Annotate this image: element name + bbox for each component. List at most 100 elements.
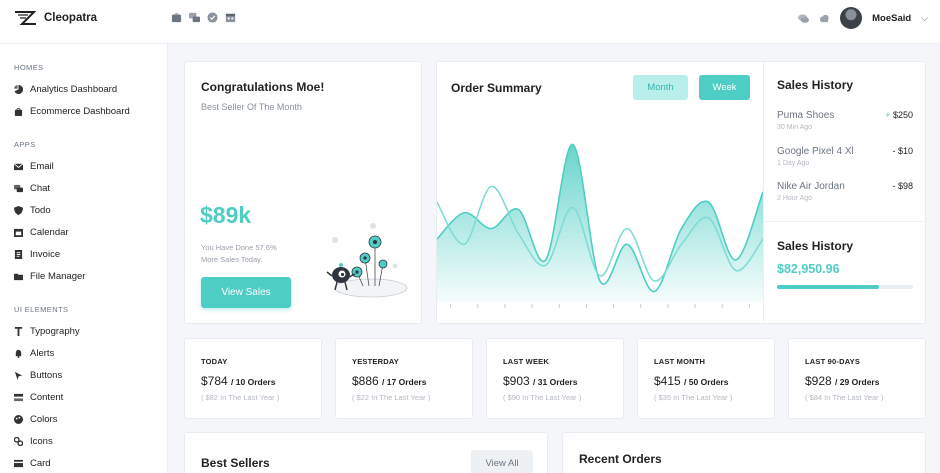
text-icon	[14, 327, 23, 336]
pie-chart-icon	[14, 85, 23, 94]
sidebar-section-ui-elements: UI ELEMENTS	[14, 305, 69, 314]
stat-sub: ( $84 In The Last Year )	[805, 393, 884, 402]
sidebar-item-analytics-dashboard[interactable]: Analytics Dashboard	[14, 84, 117, 95]
sidebar-item-label: Ecommerce Dashboard	[30, 106, 130, 117]
sidebar-item-label: Todo	[30, 205, 51, 216]
sidebar-item-todo[interactable]: Todo	[14, 205, 51, 216]
sales-item-amount-value: $10	[897, 146, 913, 156]
sales-item-amount: - $98	[892, 181, 913, 191]
palette-icon	[14, 415, 23, 424]
sidebar-item-label: Calendar	[30, 227, 69, 238]
sidebar-item-label: File Manager	[30, 271, 86, 282]
sidebar-item-invoice[interactable]: Invoice	[14, 249, 60, 260]
stat-sub: ( $82 In The Last Year )	[201, 393, 280, 402]
sidebar-item-file-manager[interactable]: File Manager	[14, 271, 85, 282]
sidebar-item-ecommerce-dashboard[interactable]: Ecommerce Dashboard	[14, 106, 130, 117]
view-sales-button[interactable]: View Sales	[201, 277, 291, 308]
stat-value: $415 / 50 Orders	[654, 374, 728, 388]
top-bar: Cleopatra MoeSaid ⌵	[0, 0, 940, 44]
sidebar-item-email[interactable]: Email	[14, 161, 54, 172]
sidebar-item-alerts[interactable]: Alerts	[14, 348, 54, 359]
sidebar-item-label: Buttons	[30, 370, 63, 381]
sales-history-title: Sales History	[777, 78, 854, 92]
stat-label: LAST 90-DAYS	[805, 357, 861, 366]
brand[interactable]: Cleopatra	[14, 10, 97, 26]
brand-name: Cleopatra	[44, 12, 98, 24]
sidebar-item-chat[interactable]: Chat	[14, 183, 50, 194]
stat-orders: / 10 Orders	[231, 377, 276, 387]
messages-icon[interactable]	[798, 13, 810, 24]
sales-item-sign: -	[892, 146, 896, 156]
envelope-icon	[14, 163, 23, 171]
congrats-desc-line2: More Sales Today.	[201, 255, 263, 264]
sidebar-item-card[interactable]: Card	[14, 458, 51, 469]
stat-amount: $784	[201, 374, 228, 388]
order-summary-chart	[437, 143, 763, 308]
user-name[interactable]: MoeSaid	[872, 12, 912, 24]
inbox-icon[interactable]	[171, 12, 182, 23]
stat-value: $784 / 10 Orders	[201, 374, 275, 388]
view-all-button[interactable]: View All	[471, 450, 533, 473]
sidebar-item-colors[interactable]: Colors	[14, 414, 57, 425]
sidebar-item-calendar[interactable]: Calendar	[14, 227, 69, 238]
sales-history-title-2: Sales History	[777, 239, 854, 253]
sidebar-item-label: Card	[30, 458, 51, 469]
stat-label: LAST MONTH	[654, 357, 706, 366]
stat-card-today: TODAY $784 / 10 Orders ( $82 In The Last…	[184, 338, 322, 419]
sales-item-sign: -	[892, 181, 896, 191]
sales-history-item[interactable]: Nike Air Jordan 2 Hour Ago - $98	[777, 181, 913, 202]
top-right: MoeSaid ⌵	[798, 7, 928, 29]
icons-icon	[14, 437, 23, 446]
stat-orders: / 17 Orders	[382, 377, 427, 387]
chart-line-series-2	[437, 185, 763, 282]
avatar[interactable]	[840, 7, 863, 29]
stat-value: $886 / 17 Orders	[352, 374, 426, 388]
folder-icon	[14, 273, 23, 281]
shopping-bag-icon	[14, 107, 23, 116]
stat-sub: ( $22 In The Last Year )	[352, 393, 431, 402]
recent-orders-card: Recent Orders	[562, 432, 926, 473]
stat-orders: / 29 Orders	[835, 377, 880, 387]
stat-amount: $903	[503, 374, 530, 388]
stat-orders: / 31 Orders	[533, 377, 578, 387]
brand-logo-icon	[15, 11, 37, 25]
sales-item-amount-value: $250	[892, 110, 913, 120]
sidebar-section-apps: APPS	[14, 140, 36, 149]
best-sellers-title: Best Sellers	[201, 456, 270, 470]
order-summary-card: Order Summary Month Week Sales History P…	[436, 61, 927, 325]
congrats-amount: $89k	[200, 202, 252, 228]
sidebar: HOMES Analytics Dashboard Ecommerce Dash…	[0, 44, 168, 473]
sales-history-item[interactable]: Google Pixel 4 Xl 1 Day Ago - $10	[777, 146, 913, 167]
tab-week[interactable]: Week	[699, 75, 750, 100]
sales-history-item[interactable]: Puma Shoes 30 Min Ago + $250	[777, 110, 913, 131]
sales-progress-fill	[777, 285, 879, 289]
sales-item-name: Google Pixel 4 Xl	[777, 146, 854, 157]
card-icon	[14, 459, 23, 468]
celebration-illustration	[326, 223, 408, 298]
stat-orders: / 50 Orders	[684, 377, 729, 387]
sales-item-time: 2 Hour Ago	[777, 195, 813, 202]
document-icon	[14, 250, 23, 259]
cloud-icon[interactable]	[819, 13, 830, 24]
chat-bubbles-icon[interactable]	[189, 12, 200, 23]
sidebar-item-label: Invoice	[30, 249, 61, 260]
sidebar-item-label: Alerts	[30, 348, 55, 359]
stat-sub: ( $35 In The Last Year )	[654, 393, 733, 402]
check-circle-icon[interactable]	[207, 12, 218, 23]
calendar-icon	[14, 228, 23, 237]
tab-month[interactable]: Month	[633, 75, 688, 100]
sidebar-item-label: Colors	[30, 414, 58, 425]
sidebar-item-typography[interactable]: Typography	[14, 326, 80, 337]
sidebar-item-label: Analytics Dashboard	[30, 84, 118, 95]
chevron-down-icon[interactable]: ⌵	[921, 12, 928, 23]
sidebar-item-content[interactable]: Content	[14, 392, 63, 403]
recent-orders-title: Recent Orders	[579, 452, 662, 466]
congrats-card: Congratulations Moe! Best Seller Of The …	[184, 61, 422, 324]
sales-item-time: 1 Day Ago	[777, 160, 810, 167]
congrats-description: You Have Done 57.6% More Sales Today.	[201, 242, 311, 266]
sidebar-item-icons[interactable]: Icons	[14, 436, 53, 447]
sidebar-item-buttons[interactable]: Buttons	[14, 370, 62, 381]
calendar-icon[interactable]	[225, 12, 236, 23]
stat-label: LAST WEEK	[503, 357, 549, 366]
shield-icon	[14, 206, 23, 215]
